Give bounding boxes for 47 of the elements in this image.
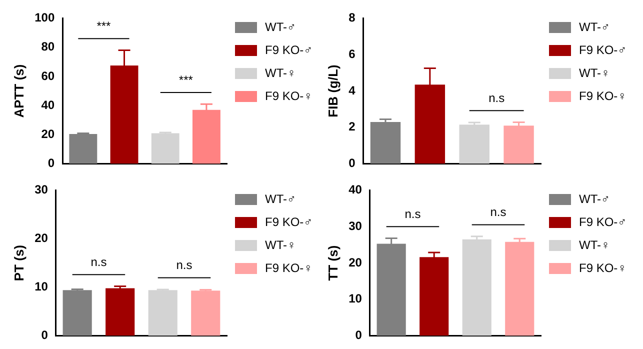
legend-label: F9 KO-♂ bbox=[579, 215, 627, 229]
y-tick-label: 0 bbox=[48, 156, 55, 170]
y-tick-label: 8 bbox=[348, 10, 356, 25]
legend-label: F9 KO-♀ bbox=[579, 261, 627, 275]
legend-label: F9 KO-♂ bbox=[579, 43, 627, 57]
legend-label: WT-♂ bbox=[265, 192, 296, 206]
legend-label: WT-♀ bbox=[579, 66, 610, 80]
legend-label: WT-♀ bbox=[265, 238, 296, 252]
legend-label: WT-♂ bbox=[265, 20, 296, 34]
legend-label: WT-♂ bbox=[579, 20, 610, 34]
y-tick-label: 10 bbox=[34, 280, 48, 294]
y-tick-label: 0 bbox=[41, 328, 48, 342]
legend-label: F9 KO-♀ bbox=[265, 89, 313, 103]
y-tick-label: 4 bbox=[348, 83, 356, 98]
legend-label: WT-♀ bbox=[265, 66, 296, 80]
y-axis-title: FIB (g/L) bbox=[325, 64, 340, 118]
annotation: *** bbox=[96, 18, 112, 33]
y-tick-label: 20 bbox=[41, 126, 55, 141]
y-axis-title: PT (s) bbox=[11, 244, 26, 282]
annotation: n.s bbox=[90, 254, 107, 269]
y-tick-label: 0 bbox=[355, 328, 362, 342]
annotation: n.s bbox=[488, 90, 505, 105]
annotation: *** bbox=[178, 72, 194, 87]
y-tick-label: 20 bbox=[348, 255, 362, 270]
y-tick-label: 80 bbox=[41, 40, 55, 54]
y-axis-title: APTT (s) bbox=[11, 64, 26, 118]
y-tick-label: 30 bbox=[348, 218, 362, 233]
y-tick-label: 100 bbox=[34, 10, 55, 25]
y-tick-label: 40 bbox=[41, 98, 55, 112]
annotation: n.s bbox=[404, 206, 421, 221]
y-tick-label: 10 bbox=[348, 292, 362, 306]
legend-label: WT-♂ bbox=[579, 192, 610, 206]
annotation: n.s bbox=[176, 258, 192, 272]
y-tick-label: 30 bbox=[34, 182, 48, 197]
y-tick-label: 2 bbox=[348, 120, 356, 134]
y-tick-label: 6 bbox=[348, 46, 356, 61]
legend-label: F9 KO-♂ bbox=[265, 43, 313, 57]
legend-label: F9 KO-♀ bbox=[265, 261, 313, 275]
annotation: n.s bbox=[490, 205, 506, 220]
y-tick-label: 20 bbox=[34, 231, 48, 246]
y-tick-label: 60 bbox=[41, 68, 55, 83]
legend-label: WT-♀ bbox=[579, 238, 610, 252]
y-tick-label: 40 bbox=[348, 182, 362, 197]
legend-label: F9 KO-♂ bbox=[265, 215, 313, 229]
y-tick-label: 0 bbox=[348, 156, 356, 170]
y-axis-title: TT (s) bbox=[325, 245, 340, 281]
legend-label: F9 KO-♀ bbox=[579, 89, 627, 103]
